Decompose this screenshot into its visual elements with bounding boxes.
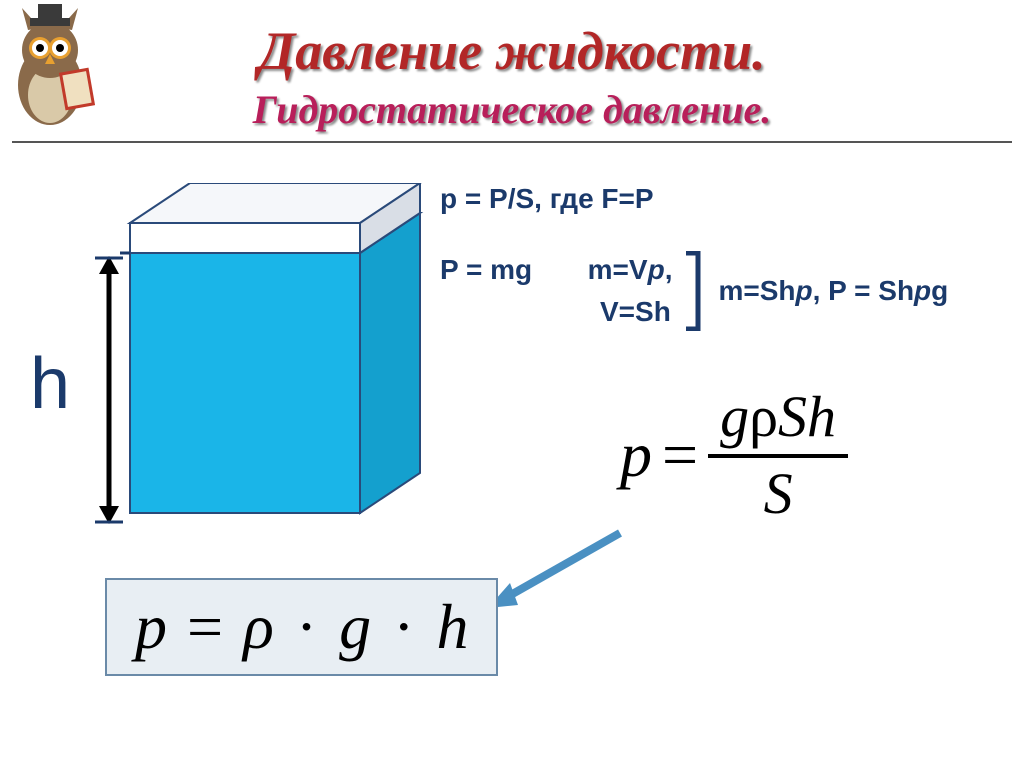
deriv-line-1: p = P/S, где F=P <box>440 183 654 215</box>
right-g: g <box>931 275 948 306</box>
right-comma: , P = Sh <box>813 275 914 306</box>
height-arrow <box>95 256 123 524</box>
p-eq-mg: P = mg <box>440 254 532 285</box>
right-m: m=Sh <box>718 275 795 306</box>
final-eq: = <box>187 591 223 662</box>
m-eq-vp-p: p <box>648 254 665 285</box>
num-g: g <box>720 384 749 449</box>
content-area: h p = P/S, где F=P P = mg m=Vp, V=Sh m=S… <box>0 143 1024 703</box>
final-g: g <box>339 591 371 662</box>
m-eq-vp-comma: , <box>665 254 673 285</box>
owl-image <box>0 0 100 140</box>
m-eq-vp: m=V <box>588 254 648 285</box>
big-equation: p = gρSh S <box>620 383 848 527</box>
liquid-container-diagram <box>120 183 430 523</box>
den-S: S <box>708 458 848 527</box>
title-main: Давление жидкости. <box>0 20 1024 82</box>
v-eq-sh: V=Sh <box>600 296 671 327</box>
eq-p: p <box>620 418 652 492</box>
final-h: h <box>436 591 468 662</box>
final-formula-box: p = ρ · g · h <box>105 578 498 676</box>
eq-equals: = <box>662 418 698 492</box>
arrow-icon <box>480 523 630 613</box>
height-label: h <box>30 343 70 425</box>
final-rho: ρ <box>243 591 274 662</box>
bracket-icon <box>684 251 704 331</box>
right-p2: p <box>914 275 931 306</box>
num-rho: ρ <box>749 384 778 449</box>
bracket-group: P = mg m=Vp, V=Sh m=Shp, P = Shpg <box>440 251 948 331</box>
final-dot2: · <box>393 591 414 662</box>
final-p: p <box>135 591 167 662</box>
num-h: h <box>807 384 836 449</box>
title-sub: Гидростатическое давление. <box>0 86 1024 133</box>
num-S: S <box>778 384 807 449</box>
right-p1: p <box>796 275 813 306</box>
final-dot1: · <box>296 591 317 662</box>
